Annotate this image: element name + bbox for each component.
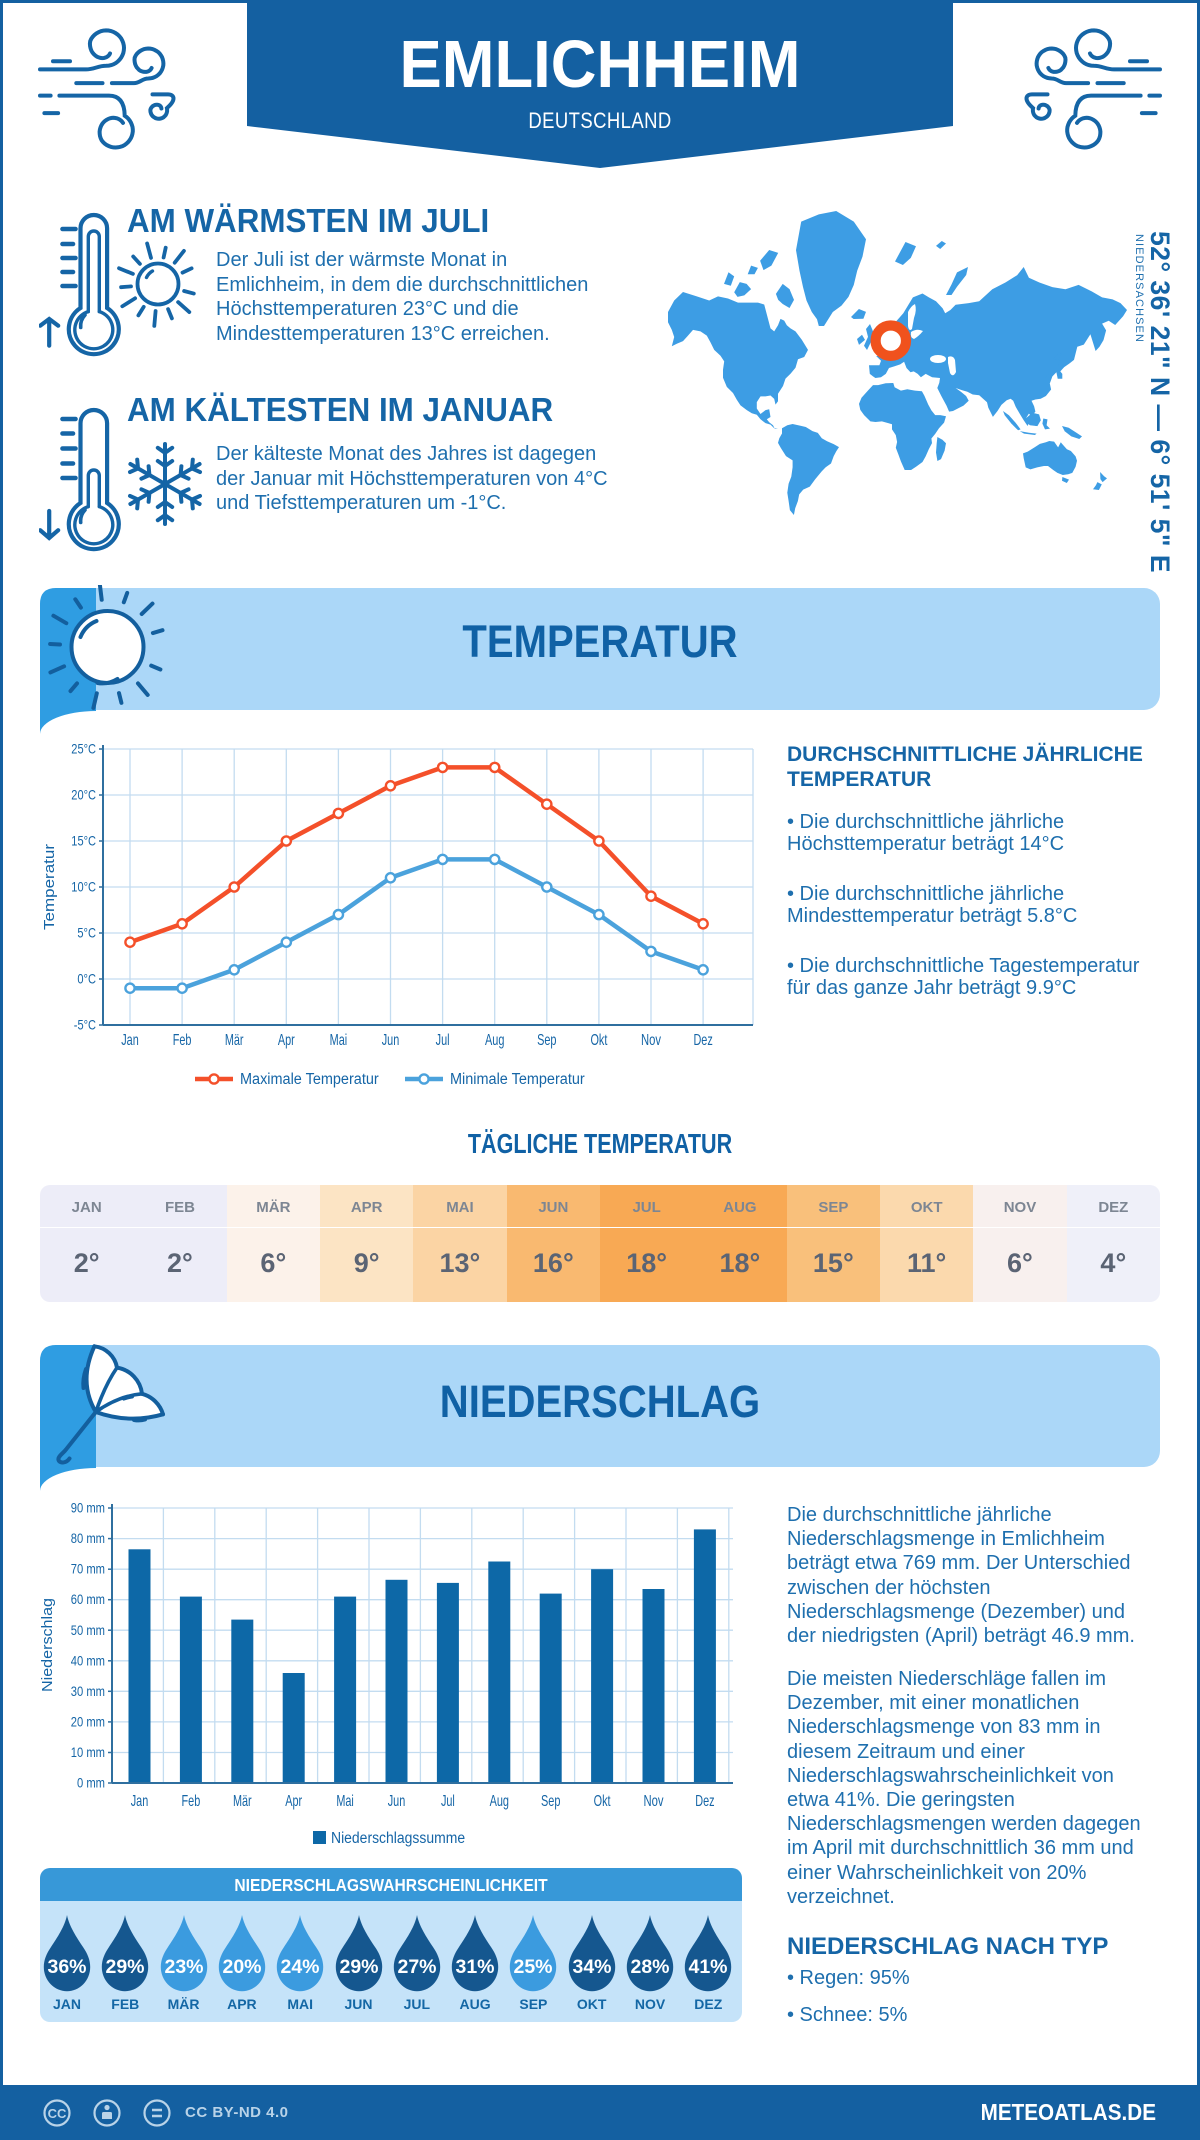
- svg-text:Aug: Aug: [490, 1793, 509, 1810]
- svg-text:Sep: Sep: [537, 1032, 556, 1049]
- svg-text:Jan: Jan: [121, 1032, 139, 1049]
- svg-text:Aug: Aug: [485, 1032, 504, 1049]
- svg-text:Apr: Apr: [285, 1793, 302, 1810]
- svg-text:29%: 29%: [106, 1956, 145, 1978]
- svg-text:27%: 27%: [397, 1956, 436, 1978]
- svg-text:20°C: 20°C: [71, 787, 96, 803]
- svg-text:28%: 28%: [630, 1956, 669, 1978]
- svg-text:60 mm: 60 mm: [71, 1591, 105, 1607]
- svg-text:30 mm: 30 mm: [71, 1683, 105, 1699]
- svg-text:10 mm: 10 mm: [71, 1744, 105, 1760]
- svg-text:80 mm: 80 mm: [71, 1530, 105, 1546]
- svg-text:Okt: Okt: [590, 1032, 607, 1049]
- svg-text:Temperatur: Temperatur: [41, 844, 58, 930]
- svg-text:29%: 29%: [339, 1956, 378, 1978]
- svg-text:Mai: Mai: [330, 1032, 348, 1049]
- svg-text:41%: 41%: [689, 1956, 728, 1978]
- svg-text:Apr: Apr: [278, 1032, 295, 1049]
- svg-text:Dez: Dez: [695, 1793, 714, 1810]
- svg-text:15°C: 15°C: [71, 833, 96, 849]
- svg-text:Okt: Okt: [594, 1793, 611, 1810]
- svg-text:Sep: Sep: [541, 1793, 560, 1810]
- svg-text:25°C: 25°C: [71, 741, 96, 757]
- svg-text:Nov: Nov: [644, 1793, 664, 1810]
- svg-text:31%: 31%: [456, 1956, 495, 1978]
- svg-text:Dez: Dez: [693, 1032, 712, 1049]
- svg-text:40 mm: 40 mm: [71, 1652, 105, 1668]
- svg-text:24%: 24%: [281, 1956, 320, 1978]
- svg-text:20 mm: 20 mm: [71, 1713, 105, 1729]
- svg-text:Mär: Mär: [225, 1032, 244, 1049]
- svg-text:CC: CC: [48, 2106, 67, 2121]
- svg-text:34%: 34%: [572, 1956, 611, 1978]
- svg-text:Jun: Jun: [388, 1793, 406, 1810]
- svg-text:Mai: Mai: [336, 1793, 354, 1810]
- svg-text:50 mm: 50 mm: [71, 1622, 105, 1638]
- svg-text:Jul: Jul: [441, 1793, 455, 1810]
- svg-text:Mär: Mär: [233, 1793, 252, 1810]
- svg-text:Niederschlag: Niederschlag: [40, 1598, 56, 1692]
- svg-text:Jun: Jun: [382, 1032, 400, 1049]
- svg-text:25%: 25%: [514, 1956, 553, 1978]
- svg-text:Nov: Nov: [641, 1032, 661, 1049]
- svg-text:-5°C: -5°C: [74, 1017, 96, 1033]
- svg-text:Feb: Feb: [173, 1032, 192, 1049]
- svg-text:Jul: Jul: [436, 1032, 450, 1049]
- svg-text:Minimale Temperatur: Minimale Temperatur: [450, 1071, 585, 1088]
- svg-text:10°C: 10°C: [71, 879, 96, 895]
- svg-text:5°C: 5°C: [77, 925, 96, 941]
- svg-text:Feb: Feb: [182, 1793, 201, 1810]
- svg-text:70 mm: 70 mm: [71, 1561, 105, 1577]
- svg-text:90 mm: 90 mm: [71, 1500, 105, 1516]
- svg-text:Jan: Jan: [131, 1793, 149, 1810]
- svg-text:Niederschlagssumme: Niederschlagssumme: [331, 1830, 465, 1847]
- svg-text:0°C: 0°C: [77, 971, 96, 987]
- svg-text:23%: 23%: [164, 1956, 203, 1978]
- svg-text:Maximale Temperatur: Maximale Temperatur: [240, 1071, 379, 1088]
- svg-text:20%: 20%: [222, 1956, 261, 1978]
- svg-text:36%: 36%: [47, 1956, 86, 1978]
- svg-text:0 mm: 0 mm: [77, 1775, 105, 1791]
